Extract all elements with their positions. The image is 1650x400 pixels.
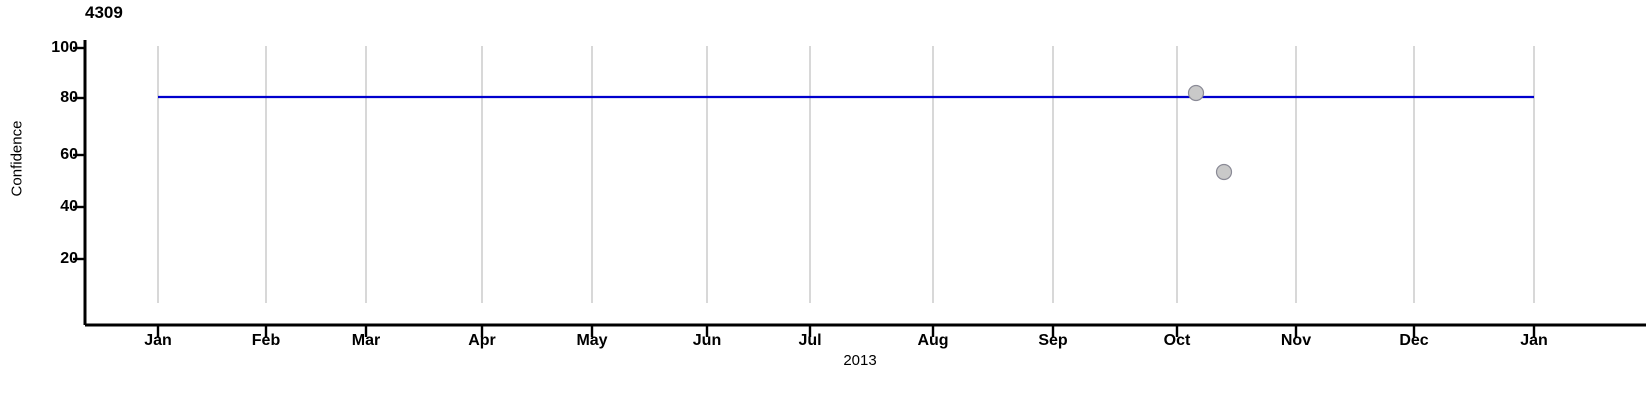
data-point[interactable] [1187, 84, 1205, 102]
x-tick-label: Sep [1038, 332, 1068, 349]
axis-lines [83, 40, 1646, 327]
x-tick-label: Aug [917, 332, 949, 349]
x-axis-tick-labels: Jan Feb Mar Apr May Jun Jul Aug Sep Oct … [0, 332, 1650, 362]
x-tick-label: Apr [468, 332, 496, 349]
y-axis-tick-labels: 100 80 60 40 20 [0, 0, 78, 400]
scatter-points-series [1187, 84, 1233, 181]
x-axis-title: 2013 [843, 352, 877, 369]
x-tick-label: Nov [1280, 332, 1312, 349]
y-tick-label: 60 [60, 146, 78, 163]
x-axis-ticks [156, 325, 1536, 337]
gridlines [157, 46, 1535, 303]
data-point[interactable] [1215, 163, 1233, 181]
x-tick-label: Jun [692, 332, 722, 349]
x-tick-label: May [576, 332, 608, 349]
x-tick-label: Jan [1520, 332, 1548, 349]
x-tick-label: Jul [798, 332, 822, 349]
x-tick-label: Oct [1163, 332, 1191, 349]
x-tick-label: Dec [1399, 332, 1429, 349]
x-tick-label: Jan [144, 332, 172, 349]
y-tick-label: 80 [60, 89, 78, 106]
x-tick-label: Mar [351, 332, 381, 349]
chart-title: 4309 [85, 3, 123, 22]
y-tick-label: 40 [60, 198, 78, 215]
y-tick-label: 20 [60, 250, 78, 267]
y-axis-ticks [73, 46, 85, 261]
x-tick-label: Feb [251, 332, 281, 349]
y-tick-label: 100 [51, 39, 78, 56]
